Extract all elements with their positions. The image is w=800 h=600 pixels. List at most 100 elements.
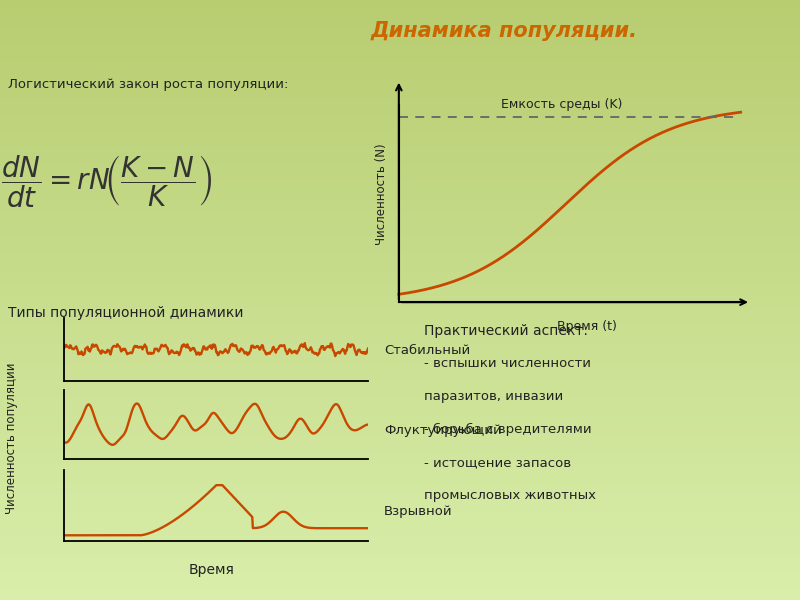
Bar bbox=[0, 300, 800, 306]
Bar bbox=[0, 318, 800, 324]
Bar bbox=[0, 198, 800, 204]
Bar bbox=[0, 330, 800, 336]
Bar bbox=[0, 252, 800, 258]
Bar bbox=[0, 84, 800, 90]
Bar bbox=[0, 210, 800, 216]
Bar bbox=[0, 594, 800, 600]
Bar bbox=[0, 504, 800, 510]
Bar bbox=[0, 378, 800, 384]
Bar bbox=[0, 18, 800, 24]
Bar bbox=[0, 384, 800, 390]
Bar bbox=[0, 102, 800, 108]
Bar bbox=[0, 492, 800, 498]
Bar bbox=[0, 540, 800, 546]
Bar bbox=[0, 132, 800, 138]
Bar bbox=[0, 390, 800, 396]
Bar bbox=[0, 30, 800, 36]
Bar bbox=[0, 6, 800, 12]
Bar bbox=[0, 282, 800, 288]
Bar bbox=[0, 456, 800, 462]
Bar bbox=[0, 168, 800, 174]
Bar bbox=[0, 108, 800, 114]
Bar bbox=[0, 96, 800, 102]
Bar bbox=[0, 180, 800, 186]
Bar bbox=[0, 438, 800, 444]
Bar bbox=[0, 354, 800, 360]
Bar bbox=[0, 36, 800, 42]
Bar bbox=[0, 78, 800, 84]
Bar bbox=[0, 498, 800, 504]
Bar bbox=[0, 342, 800, 348]
Text: $\dfrac{dN}{dt} = rN\!\left(\dfrac{K - N}{K}\right)$: $\dfrac{dN}{dt} = rN\!\left(\dfrac{K - N… bbox=[1, 154, 212, 210]
Bar bbox=[0, 120, 800, 126]
Text: Типы популяционной динамики: Типы популяционной динамики bbox=[8, 306, 243, 320]
Bar bbox=[0, 186, 800, 192]
Bar bbox=[0, 558, 800, 564]
Bar bbox=[0, 468, 800, 474]
Bar bbox=[0, 204, 800, 210]
Bar bbox=[0, 234, 800, 240]
Bar bbox=[0, 312, 800, 318]
Bar bbox=[0, 54, 800, 60]
Bar bbox=[0, 294, 800, 300]
Text: Практический аспект:: Практический аспект: bbox=[424, 324, 588, 338]
Bar bbox=[0, 72, 800, 78]
Bar bbox=[0, 42, 800, 48]
Bar bbox=[0, 324, 800, 330]
Bar bbox=[0, 60, 800, 66]
Bar bbox=[0, 138, 800, 144]
Bar bbox=[0, 570, 800, 576]
Bar bbox=[0, 114, 800, 120]
Bar bbox=[0, 426, 800, 432]
Bar bbox=[0, 216, 800, 222]
Text: Флуктуирующий: Флуктуирующий bbox=[384, 424, 502, 437]
Text: - борьба с вредителями: - борьба с вредителями bbox=[424, 423, 592, 436]
Bar bbox=[0, 516, 800, 522]
Bar bbox=[0, 408, 800, 414]
Text: Численность популяции: Численность популяции bbox=[6, 362, 18, 514]
Bar bbox=[0, 522, 800, 528]
Text: промысловых животных: промысловых животных bbox=[424, 489, 596, 502]
Bar bbox=[0, 246, 800, 252]
Bar bbox=[0, 480, 800, 486]
Bar bbox=[0, 258, 800, 264]
Bar bbox=[0, 162, 800, 168]
Bar bbox=[0, 534, 800, 540]
Bar bbox=[0, 144, 800, 150]
Bar bbox=[0, 576, 800, 582]
Bar bbox=[0, 228, 800, 234]
Bar bbox=[0, 372, 800, 378]
Bar bbox=[0, 240, 800, 246]
Text: Время (t): Время (t) bbox=[557, 320, 617, 333]
Bar bbox=[0, 564, 800, 570]
Bar bbox=[0, 450, 800, 456]
Text: паразитов, инвазии: паразитов, инвазии bbox=[424, 390, 563, 403]
Bar bbox=[0, 288, 800, 294]
Text: Динамика популяции.: Динамика популяции. bbox=[370, 21, 638, 41]
Bar bbox=[0, 486, 800, 492]
Bar bbox=[0, 0, 800, 6]
Text: Логистический закон роста популяции:: Логистический закон роста популяции: bbox=[8, 78, 288, 91]
Bar bbox=[0, 546, 800, 552]
Bar bbox=[0, 588, 800, 594]
Bar bbox=[0, 444, 800, 450]
Bar bbox=[0, 90, 800, 96]
Bar bbox=[0, 336, 800, 342]
Bar bbox=[0, 414, 800, 420]
Bar bbox=[0, 192, 800, 198]
Text: Численность (N): Численность (N) bbox=[375, 143, 388, 245]
Bar bbox=[0, 24, 800, 30]
Bar bbox=[0, 402, 800, 408]
Text: - истощение запасов: - истощение запасов bbox=[424, 456, 571, 469]
Bar bbox=[0, 474, 800, 480]
Bar bbox=[0, 150, 800, 156]
Bar bbox=[0, 582, 800, 588]
Bar bbox=[0, 222, 800, 228]
Bar bbox=[0, 156, 800, 162]
Bar bbox=[0, 366, 800, 372]
Bar bbox=[0, 432, 800, 438]
Bar bbox=[0, 126, 800, 132]
Text: Стабильный: Стабильный bbox=[384, 344, 470, 358]
Bar bbox=[0, 276, 800, 282]
Text: Взрывной: Взрывной bbox=[384, 505, 453, 518]
